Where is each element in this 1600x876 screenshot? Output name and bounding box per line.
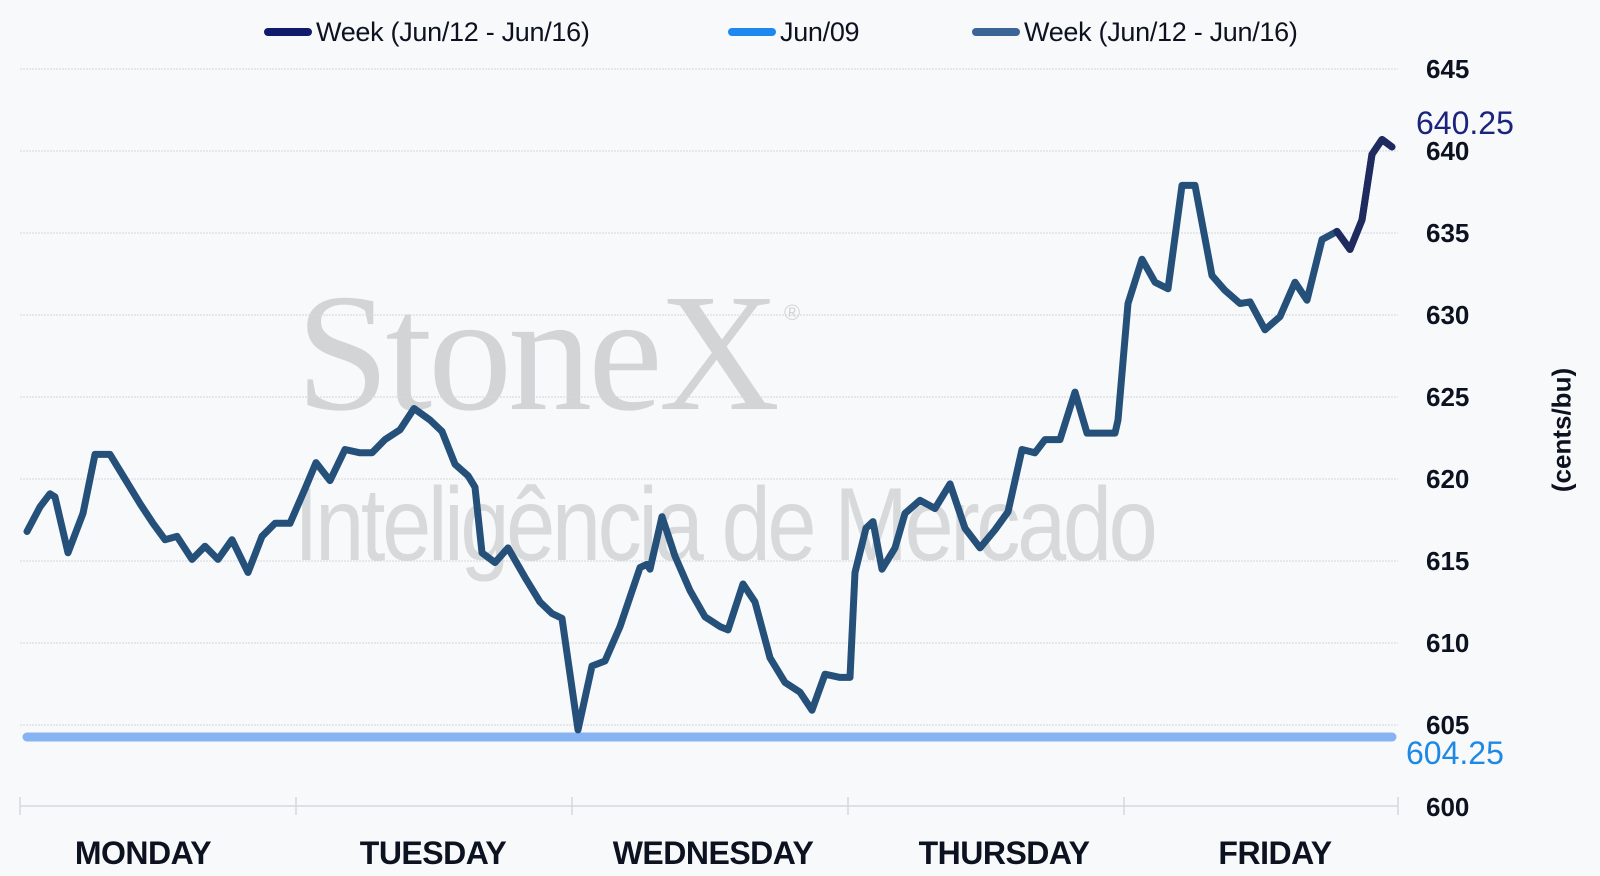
y-tick: 630 xyxy=(1426,300,1470,330)
x-label-friday: FRIDAY xyxy=(1218,835,1332,871)
x-label-tuesday: TUESDAY xyxy=(359,835,507,871)
watermark-brand: StoneX xyxy=(296,260,780,446)
legend-swatch-icon xyxy=(728,28,776,36)
gridlines xyxy=(20,68,1398,726)
x-label-monday: MONDAY xyxy=(74,835,212,871)
legend-label: Week (Jun/12 - Jun/16) xyxy=(1024,16,1298,47)
watermark-registered-icon: ® xyxy=(784,300,801,325)
legend-label: Week (Jun/12 - Jun/16) xyxy=(316,16,590,47)
y-tick: 615 xyxy=(1426,546,1470,576)
legend-swatch-icon xyxy=(264,28,312,36)
y-tick: 610 xyxy=(1426,628,1470,658)
week-price-line-tail xyxy=(1333,136,1396,253)
legend-swatch-icon xyxy=(972,28,1020,36)
y-tick: 645 xyxy=(1426,54,1470,84)
y-tick: 605 xyxy=(1426,710,1470,740)
y-axis-title: (cents/bu) xyxy=(1546,367,1577,493)
legend-item-week-blue[interactable]: Week (Jun/12 - Jun/16) xyxy=(972,14,1298,50)
last-value-week: 640.25 xyxy=(1416,105,1514,141)
x-label-thursday: THURSDAY xyxy=(918,835,1090,871)
y-tick: 620 xyxy=(1426,464,1470,494)
chart-legend: Week (Jun/12 - Jun/16) Jun/09 Week (Jun/… xyxy=(0,14,1600,50)
week-price-line[interactable] xyxy=(23,136,1396,734)
legend-label: Jun/09 xyxy=(780,16,860,47)
y-tick: 635 xyxy=(1426,218,1470,248)
last-value-reference: 604.25 xyxy=(1406,735,1504,771)
x-label-wednesday: WEDNESDAY xyxy=(612,835,814,871)
legend-item-jun09[interactable]: Jun/09 xyxy=(728,14,860,50)
legend-item-week-dark[interactable]: Week (Jun/12 - Jun/16) xyxy=(264,14,590,50)
y-tick: 640 xyxy=(1426,136,1470,166)
y-tick: 625 xyxy=(1426,382,1470,412)
y-tick: 600 xyxy=(1426,792,1470,822)
x-axis xyxy=(19,797,1399,815)
